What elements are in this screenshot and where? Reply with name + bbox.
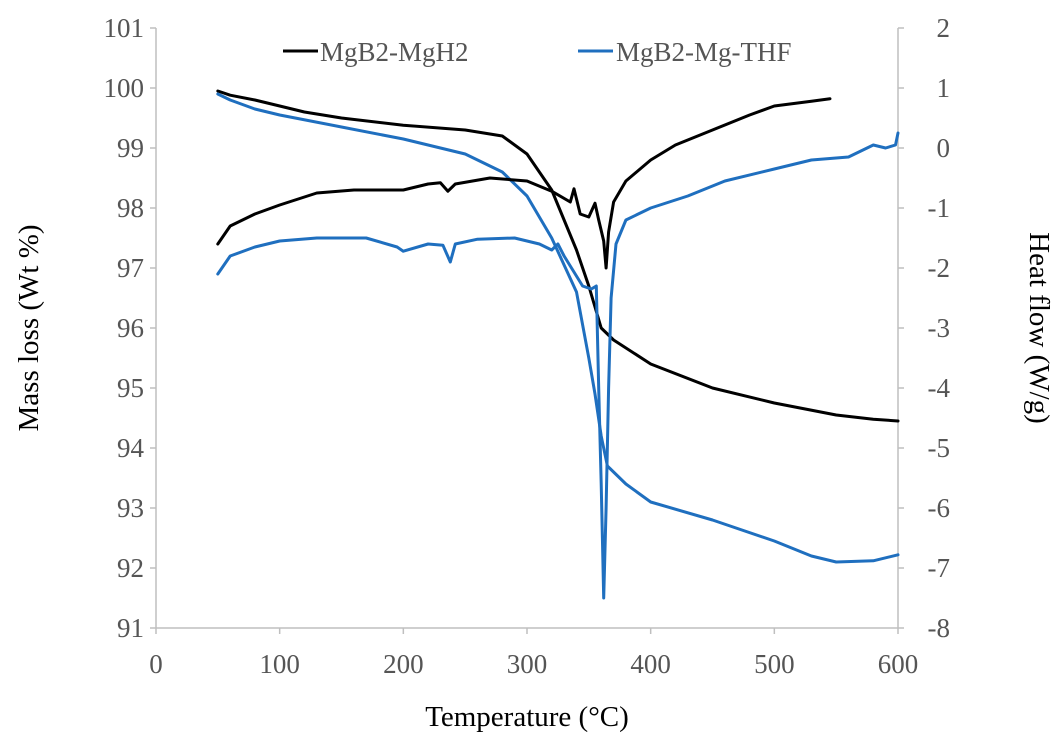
legend: MgB2-MgH2 MgB2-Mg-THF — [283, 37, 792, 67]
x-tick-label: 0 — [149, 649, 163, 679]
y2-tick-label: -5 — [928, 433, 951, 463]
y2-tick-label: -1 — [928, 193, 951, 223]
x-tick-label: 600 — [878, 649, 919, 679]
y2-tick-label: 1 — [937, 73, 951, 103]
y-tick-label: 101 — [104, 13, 145, 43]
y-tick-label: 100 — [104, 73, 145, 103]
y2-tick-label: -6 — [928, 493, 951, 523]
y-tick-label: 97 — [117, 253, 144, 283]
y2-axis-title: Heat flow (W/g) — [1023, 232, 1054, 424]
y2-tick-label: -8 — [928, 613, 951, 643]
y-tick-label: 93 — [117, 493, 144, 523]
y-tick-label: 95 — [117, 373, 144, 403]
series-line-mgb2-mg-thf-mass-loss — [216, 92, 900, 564]
y-axis-title: Mass loss (Wt %) — [13, 224, 45, 431]
y2-tick-label: 0 — [937, 133, 951, 163]
x-tick-label: 400 — [630, 649, 671, 679]
y-tick-label: 98 — [117, 193, 144, 223]
y2-tick-label: -7 — [928, 553, 951, 583]
y-tick-label: 94 — [117, 433, 145, 463]
y2-tick-label: -4 — [928, 373, 951, 403]
legend-label-mgb2-mgh2: MgB2-MgH2 — [320, 37, 469, 67]
y-tick-label: 92 — [117, 553, 144, 583]
series — [216, 89, 900, 600]
x-tick-label: 100 — [259, 649, 300, 679]
legend-label-mgb2-mg-thf: MgB2-Mg-THF — [616, 37, 792, 67]
y2-tick-label: -2 — [928, 253, 951, 283]
x-axis-title: Temperature (°C) — [425, 701, 629, 733]
y2-tick-label: 2 — [937, 13, 951, 43]
ticks: 0 100 200 300 400 500 600 91 92 93 94 95 96 97 98 99 100… — [104, 13, 951, 679]
y-tick-label: 96 — [117, 313, 144, 343]
y-tick-label: 91 — [117, 613, 144, 643]
x-tick-label: 200 — [383, 649, 424, 679]
y2-tick-label: -3 — [928, 313, 951, 343]
x-tick-label: 300 — [507, 649, 548, 679]
series-line-mgb2-mg-thf-heat-flow — [216, 131, 900, 600]
y-tick-label: 99 — [117, 133, 144, 163]
x-tick-label: 500 — [754, 649, 795, 679]
series-line-mgb2-mgh2-heat-flow — [216, 97, 832, 270]
